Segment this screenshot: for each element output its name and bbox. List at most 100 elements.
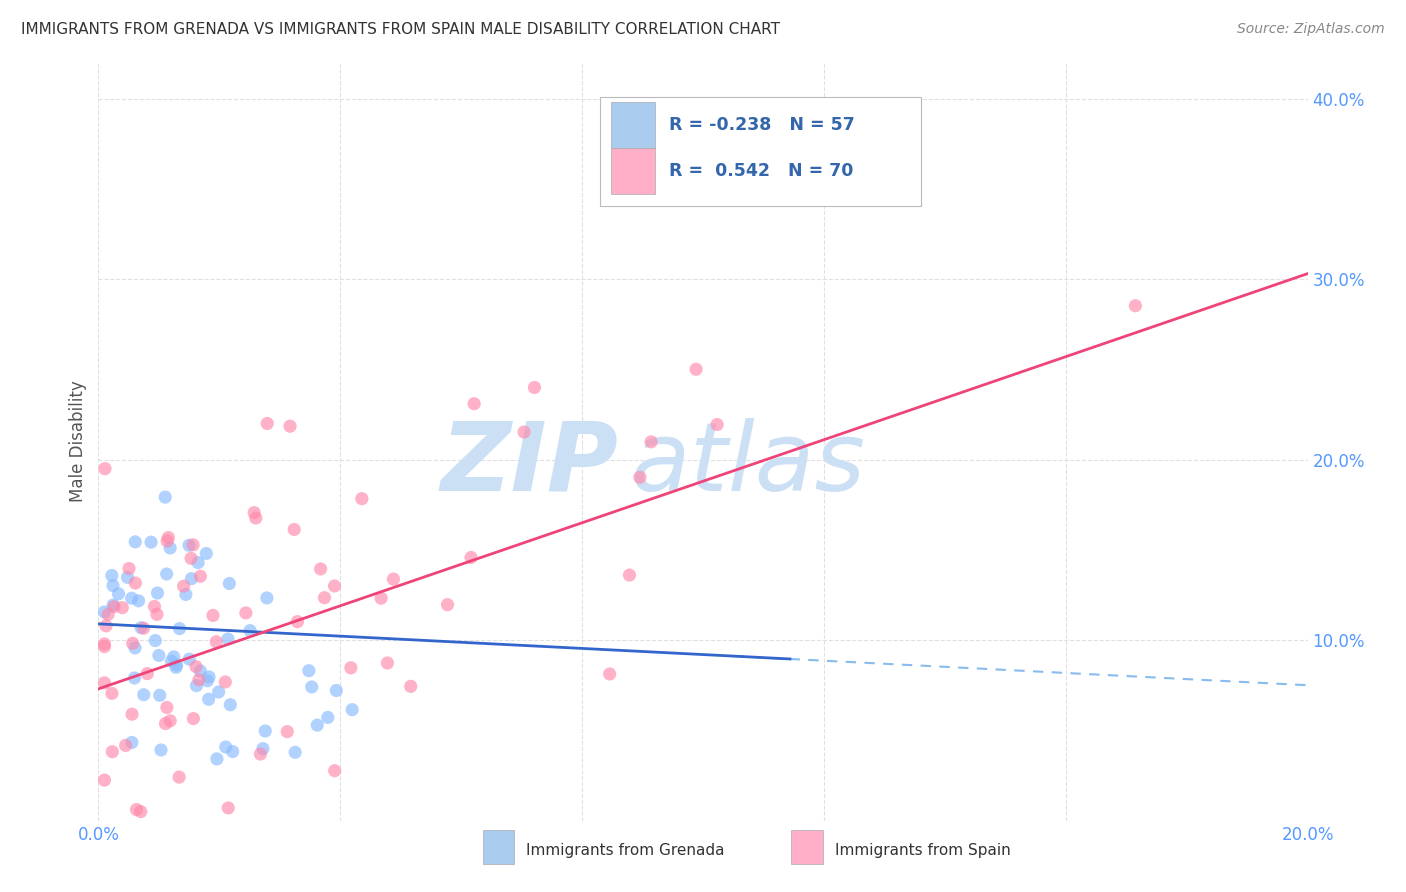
Point <box>103 599 125 614</box>
Point <box>382 572 405 586</box>
Point <box>323 579 346 593</box>
Point <box>177 538 200 552</box>
Point <box>166 658 188 673</box>
Point <box>169 622 191 636</box>
Point <box>93 637 115 651</box>
Point <box>146 586 169 600</box>
Point <box>94 619 117 633</box>
FancyBboxPatch shape <box>600 96 921 207</box>
Point <box>155 716 177 731</box>
Point <box>155 490 177 504</box>
Point <box>217 632 239 646</box>
Point <box>124 534 146 549</box>
Point <box>208 685 231 699</box>
Point <box>377 656 399 670</box>
Point <box>149 688 172 702</box>
FancyBboxPatch shape <box>792 830 823 863</box>
Point <box>685 362 707 376</box>
Point <box>163 649 186 664</box>
Point <box>159 541 181 555</box>
Point <box>97 607 120 622</box>
Point <box>307 718 329 732</box>
Point <box>124 671 146 685</box>
Text: R =  0.542   N = 70: R = 0.542 N = 70 <box>669 161 853 180</box>
Point <box>129 805 152 819</box>
Point <box>252 741 274 756</box>
Point <box>1125 299 1147 313</box>
Point <box>640 434 662 449</box>
Point <box>283 523 305 537</box>
Point <box>159 714 181 728</box>
Point <box>180 572 202 586</box>
Point <box>118 561 141 575</box>
Point <box>121 591 143 606</box>
Point <box>128 594 150 608</box>
Point <box>325 683 347 698</box>
Point <box>165 660 187 674</box>
Point <box>94 461 117 475</box>
Point <box>197 673 219 688</box>
Text: atlas: atlas <box>630 417 866 511</box>
Point <box>186 679 208 693</box>
Point <box>146 607 169 622</box>
Point <box>111 600 134 615</box>
Point <box>276 724 298 739</box>
Point <box>249 747 271 761</box>
Point <box>132 621 155 635</box>
Text: ZIP: ZIP <box>440 417 619 511</box>
Point <box>706 417 728 432</box>
Point <box>254 724 277 739</box>
Point <box>173 579 195 593</box>
Point <box>184 659 207 673</box>
FancyBboxPatch shape <box>482 830 515 863</box>
Point <box>180 551 202 566</box>
Point <box>314 591 336 605</box>
Point <box>201 608 224 623</box>
Point <box>340 661 363 675</box>
Point <box>215 739 238 754</box>
Point <box>114 739 136 753</box>
Point <box>101 568 124 582</box>
Point <box>278 419 301 434</box>
Point <box>370 591 392 606</box>
Point <box>245 511 267 525</box>
Point <box>188 673 211 687</box>
Point <box>301 680 323 694</box>
FancyBboxPatch shape <box>612 148 655 194</box>
Point <box>284 745 307 759</box>
Point <box>121 636 143 650</box>
Point <box>107 587 129 601</box>
Point <box>121 735 143 749</box>
Point <box>350 491 373 506</box>
Point <box>93 605 115 619</box>
Point <box>150 743 173 757</box>
Point <box>181 538 204 552</box>
Y-axis label: Male Disability: Male Disability <box>69 381 87 502</box>
Point <box>205 752 228 766</box>
Point <box>235 606 257 620</box>
Point <box>219 698 242 712</box>
Point <box>183 712 205 726</box>
Point <box>309 562 332 576</box>
Point <box>187 556 209 570</box>
Point <box>101 745 124 759</box>
Point <box>436 598 458 612</box>
Point <box>316 710 339 724</box>
Point <box>340 703 363 717</box>
Text: Source: ZipAtlas.com: Source: ZipAtlas.com <box>1237 22 1385 37</box>
Point <box>121 707 143 722</box>
Point <box>221 745 243 759</box>
Text: Immigrants from Spain: Immigrants from Spain <box>835 844 1011 858</box>
Point <box>218 576 240 591</box>
Point <box>143 633 166 648</box>
Point <box>174 587 197 601</box>
Point <box>160 654 183 668</box>
Point <box>101 686 124 700</box>
Point <box>132 688 155 702</box>
Point <box>205 634 228 648</box>
Text: Immigrants from Grenada: Immigrants from Grenada <box>526 844 725 858</box>
Point <box>188 664 211 678</box>
Point <box>619 568 641 582</box>
Point <box>399 679 422 693</box>
Point <box>217 801 239 815</box>
